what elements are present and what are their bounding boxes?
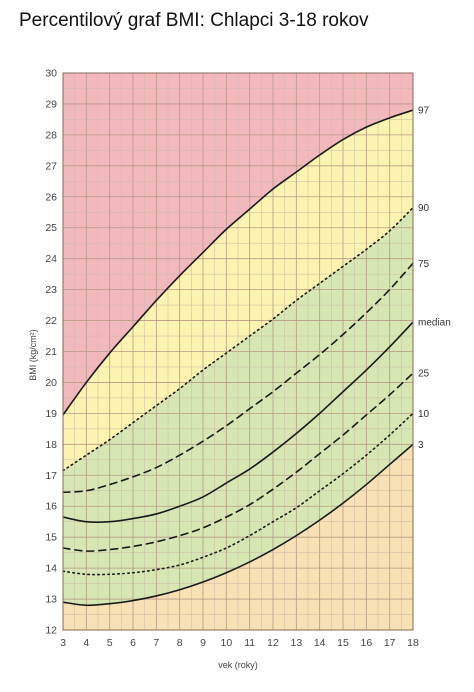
y-tick-label: 26	[45, 191, 57, 203]
y-tick-label: 30	[45, 68, 57, 80]
percentile-curve-75	[63, 262, 413, 494]
chart-title: Percentilový graf BMI: Chlapci 3-18 roko…	[19, 10, 369, 31]
y-tick-label: 29	[45, 98, 57, 110]
x-tick-label: 10	[220, 637, 232, 649]
y-tick-label: 19	[45, 408, 57, 420]
x-tick-label: 9	[200, 637, 206, 649]
percentile-curve-10	[63, 412, 413, 576]
x-tick-label: 15	[337, 637, 349, 649]
y-tick-label: 20	[45, 377, 57, 389]
y-tick-label: 17	[45, 470, 57, 482]
x-tick-label: 12	[267, 637, 279, 649]
x-tick-label: 16	[360, 637, 372, 649]
x-tick-label: 18	[407, 637, 419, 649]
x-tick-label: 14	[314, 637, 326, 649]
x-tick-label: 7	[153, 637, 159, 649]
percentile-label-97: 97	[418, 106, 430, 117]
percentile-curve-25	[63, 372, 413, 552]
y-tick-label: 21	[45, 346, 57, 358]
percentile-curve-3	[63, 443, 413, 607]
y-tick-label: 27	[45, 160, 57, 172]
percentile-label-10: 10	[418, 409, 430, 420]
percentile-curve-90	[63, 206, 413, 472]
y-tick-label: 13	[45, 594, 57, 606]
x-tick-label: 13	[290, 637, 302, 649]
percentile-curves	[63, 109, 413, 607]
x-tick-label: 3	[60, 637, 66, 649]
x-tick-label: 4	[83, 637, 89, 649]
y-tick-label: 24	[45, 253, 57, 265]
x-tick-label: 17	[384, 637, 396, 649]
percentile-label-90: 90	[418, 203, 430, 214]
plot-frame	[62, 72, 414, 631]
y-tick-labels: 12 13 14 15 16 17 18 19 20 21 22 23 24 25 26 27 28 29 30	[45, 68, 57, 637]
y-tick-label: 18	[45, 439, 57, 451]
x-tick-label: 5	[107, 637, 113, 649]
x-tick-label: 6	[130, 637, 136, 649]
y-tick-label: 14	[45, 563, 57, 575]
y-axis-label: BMI (kg/cm²)	[28, 329, 38, 381]
percentile-curve-97	[63, 109, 413, 416]
x-tick-label: 11	[244, 637, 255, 649]
percentile-label-3: 3	[418, 440, 424, 451]
y-tick-label: 25	[45, 222, 57, 234]
percentile-curve-median	[63, 321, 413, 523]
x-axis-label: vek (roky)	[218, 660, 258, 670]
y-tick-label: 12	[45, 625, 57, 637]
x-tick-label: 8	[177, 637, 183, 649]
y-tick-label: 15	[45, 532, 57, 544]
y-tick-label: 22	[45, 315, 57, 327]
percentile-label-25: 25	[418, 369, 430, 380]
x-tick-labels: 3 4 5 6 7 8 9 10 11 12 13 14 15 16 17 18	[60, 637, 419, 649]
percentile-labels: 97 90 75 median 25 10 3	[418, 106, 451, 451]
y-tick-label: 23	[45, 284, 57, 296]
y-tick-label: 28	[45, 129, 57, 141]
y-tick-label: 16	[45, 501, 57, 513]
percentile-label-median: median	[418, 318, 451, 329]
percentile-label-75: 75	[418, 259, 430, 270]
